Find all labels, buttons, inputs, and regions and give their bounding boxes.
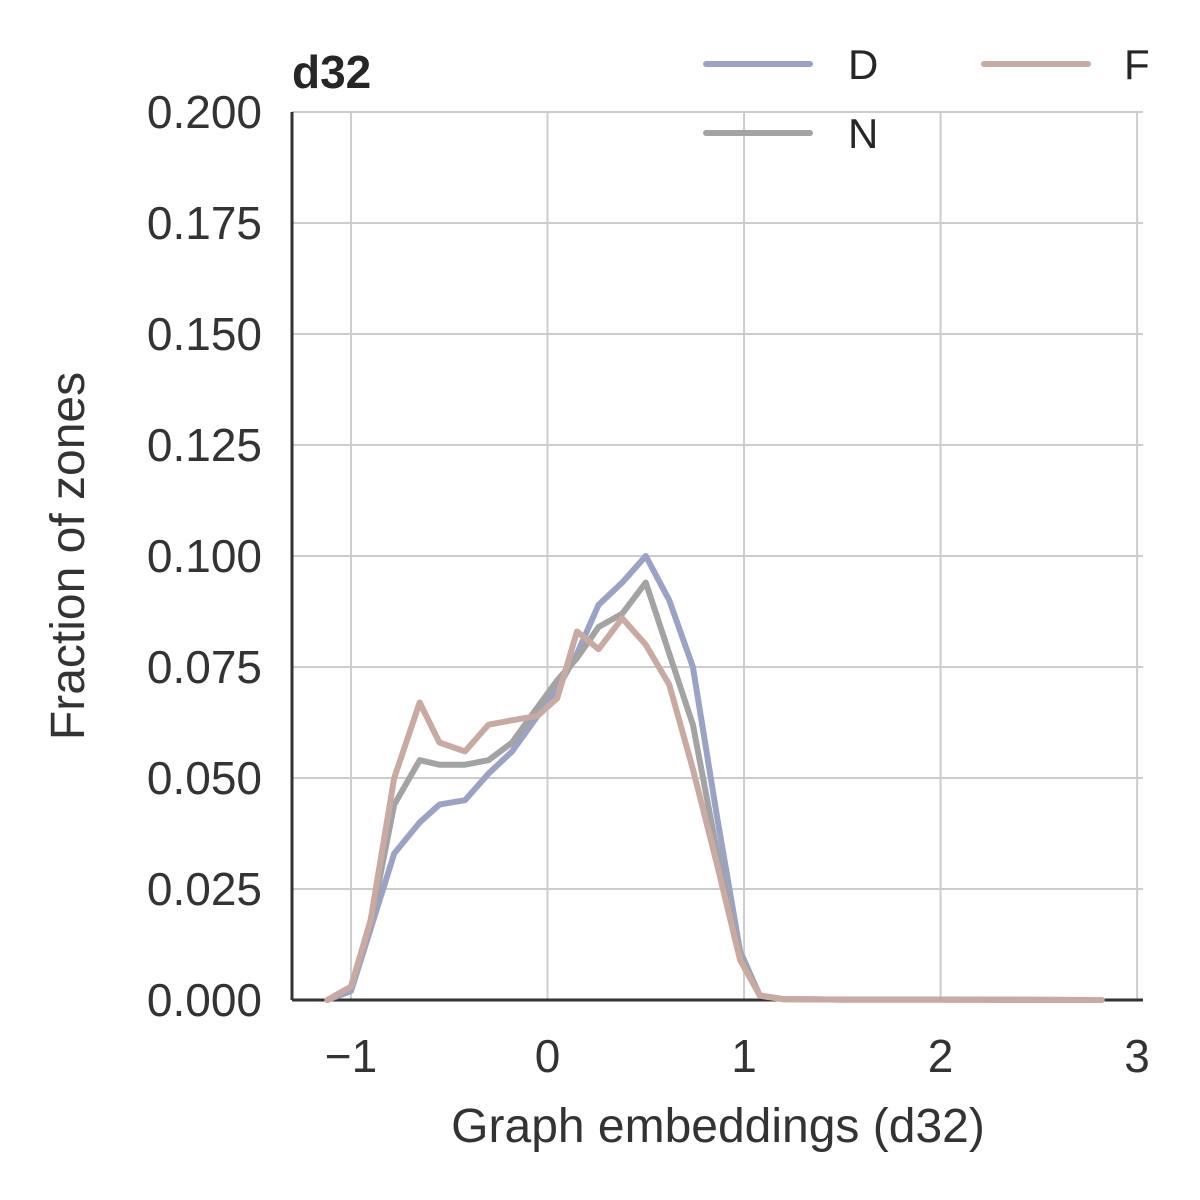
legend-item-n: N xyxy=(703,110,878,157)
grid xyxy=(292,111,1143,1000)
x-tick-label: 2 xyxy=(928,1030,954,1082)
y-tick-label: 0.000 xyxy=(147,974,262,1026)
y-tick-label: 0.200 xyxy=(147,86,262,138)
legend: D N F xyxy=(703,41,1150,157)
x-tick-label: 0 xyxy=(535,1030,561,1082)
y-tick-label: 0.100 xyxy=(147,530,262,582)
x-tick-label: 3 xyxy=(1124,1030,1150,1082)
y-tick-labels: 0.000 0.025 0.050 0.075 0.100 0.125 0.150 0.175… xyxy=(147,86,262,1026)
legend-item-f: F xyxy=(981,41,1150,88)
y-tick-label: 0.150 xyxy=(147,308,262,360)
y-tick-label: 0.125 xyxy=(147,419,262,471)
y-tick-label: 0.075 xyxy=(147,641,262,693)
x-tick-label: 1 xyxy=(731,1030,757,1082)
chart-title: d32 xyxy=(292,46,371,98)
series-line-f xyxy=(324,615,1105,1003)
y-tick-label: 0.050 xyxy=(147,752,262,804)
legend-item-d: D xyxy=(703,41,878,88)
legend-label-d: D xyxy=(848,41,878,88)
legend-label-f: F xyxy=(1124,41,1150,88)
series-lines xyxy=(324,553,1105,1003)
x-tick-label: −1 xyxy=(325,1030,377,1082)
y-axis-label: Fraction of zones xyxy=(42,372,95,740)
y-tick-label: 0.025 xyxy=(147,863,262,915)
legend-label-n: N xyxy=(848,110,878,157)
y-tick-label: 0.175 xyxy=(147,197,262,249)
x-tick-labels: −1 0 1 2 3 xyxy=(325,1030,1150,1082)
x-axis-label: Graph embeddings (d32) xyxy=(451,1100,985,1153)
